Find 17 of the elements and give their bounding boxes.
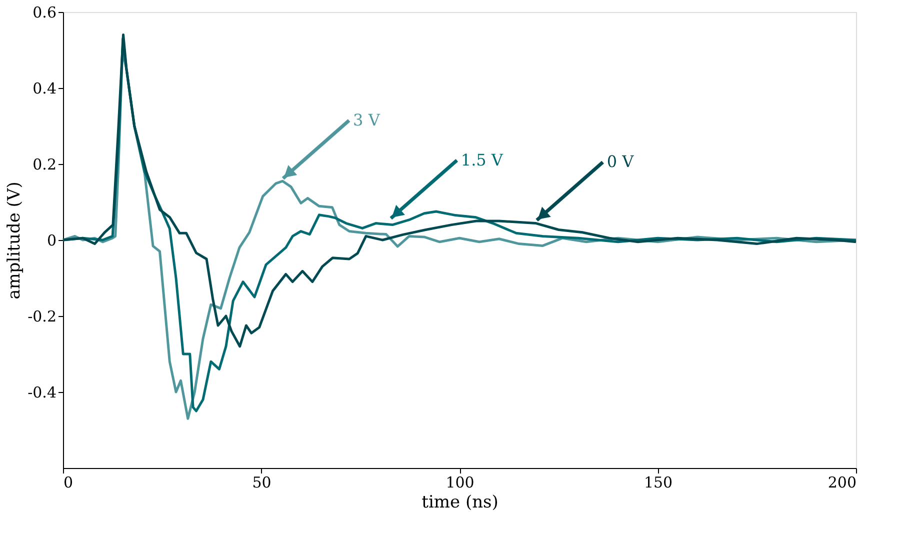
y-tick-label: 0 bbox=[46, 232, 56, 250]
y-tick-label: 0.4 bbox=[32, 80, 56, 98]
x-tick-label: 0 bbox=[64, 474, 74, 492]
x-tick-label: 150 bbox=[644, 474, 673, 492]
y-tick-label: 0.2 bbox=[32, 156, 56, 174]
annotation: 0 V bbox=[606, 152, 634, 172]
y-axis-title: amplitude (V) bbox=[4, 182, 25, 300]
line-series bbox=[62, 34, 858, 348]
x-tick-label: 200 bbox=[828, 474, 856, 492]
x-tick-label: 100 bbox=[446, 474, 474, 492]
x-tick-label: 50 bbox=[252, 474, 272, 492]
annotation: 1.5 V bbox=[460, 150, 504, 170]
x-axis-title: time (ns) bbox=[422, 492, 498, 512]
y-tick-label: -0.2 bbox=[28, 308, 56, 326]
y-tick-label: 0.6 bbox=[32, 4, 56, 22]
y-tick-label: -0.4 bbox=[28, 384, 56, 402]
annotation: 3 V bbox=[353, 110, 380, 130]
